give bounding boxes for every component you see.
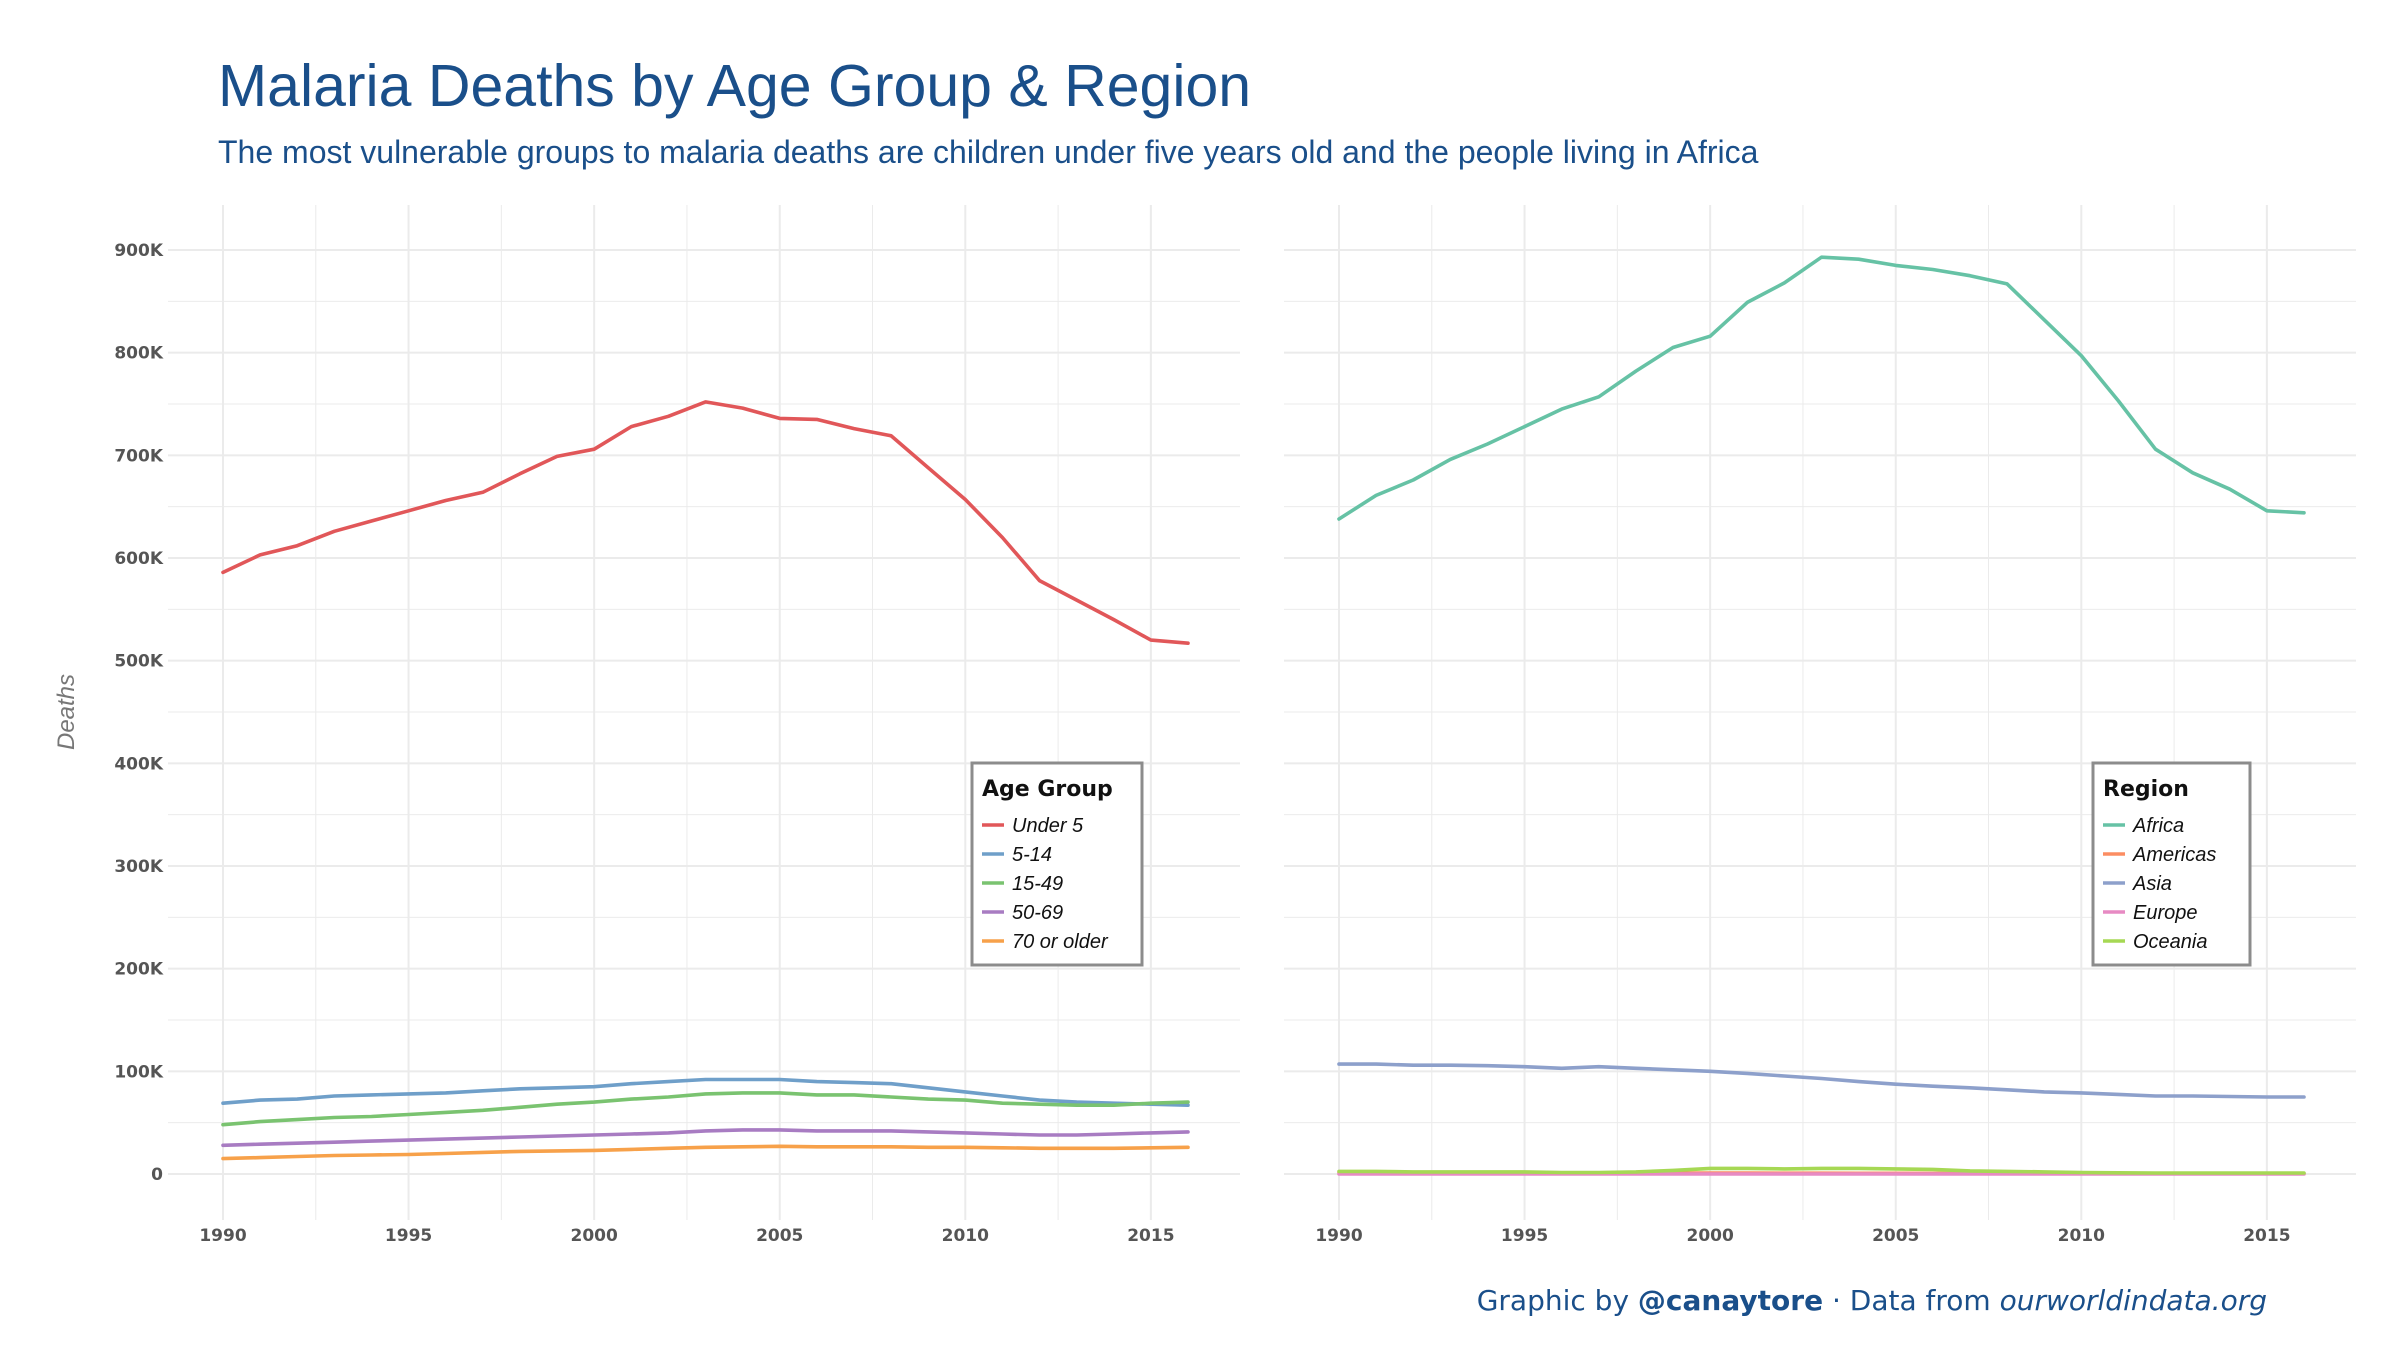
x-tick-label: 2005 — [756, 1226, 803, 1246]
caption-prefix: Graphic by — [1476, 1284, 1638, 1317]
series-line-africa — [1337, 255, 2306, 521]
series-line-under-5 — [221, 400, 1190, 646]
y-tick-label: 0 — [151, 1165, 163, 1185]
legend-label: Asia — [2132, 873, 2172, 895]
legend-label: Under 5 — [1012, 815, 1084, 837]
series-line-asia — [1337, 1062, 2306, 1099]
legend: Region Africa Americas Asia Europe Oceania — [2091, 761, 2252, 967]
y-axis-label: Deaths — [53, 674, 80, 750]
legend-label: 5-14 — [1012, 844, 1052, 866]
panel-region: 1990 1995 2000 2005 2010 2015 Region Africa Amer… — [1284, 205, 2356, 1246]
series-line-70-or-older — [221, 1144, 1190, 1161]
legend: Age Group Under 5 5-14 15-49 50-69 70 or olde… — [970, 761, 1144, 967]
x-tick-label: 2000 — [1686, 1226, 1733, 1246]
legend-box — [970, 761, 1144, 967]
x-tick-label: 1990 — [1315, 1226, 1362, 1246]
legend-title: Age Group — [982, 777, 1113, 802]
series-line-5-14 — [221, 1077, 1190, 1107]
y-tick-label: 400K — [114, 754, 163, 774]
series-line-50-69 — [221, 1128, 1190, 1148]
y-tick-label: 500K — [114, 652, 163, 672]
legend-label: 50-69 — [1012, 902, 1063, 924]
caption-handle: @canaytore — [1637, 1284, 1824, 1317]
x-tick-label: 2000 — [570, 1226, 617, 1246]
y-tick-label: 800K — [114, 344, 163, 364]
legend-title: Region — [2103, 777, 2189, 802]
legend-label: 15-49 — [1012, 873, 1063, 895]
x-tick-label: 2015 — [2243, 1226, 2290, 1246]
y-tick-label: 200K — [114, 960, 163, 980]
chart-title: Malaria Deaths by Age Group & Region — [218, 53, 1252, 119]
y-tick-label: 700K — [114, 446, 163, 466]
caption-middle: · Data from — [1823, 1284, 2000, 1317]
legend-box — [2091, 761, 2252, 967]
series-line-oceania — [1337, 1166, 2306, 1175]
x-tick-label: 2010 — [2058, 1226, 2105, 1246]
x-tick-label: 1990 — [199, 1226, 246, 1246]
legend-label: Africa — [2132, 815, 2184, 837]
y-tick-label: 100K — [114, 1062, 163, 1082]
caption: Graphic by @canaytore · Data from ourwor… — [1477, 1284, 2267, 1317]
x-tick-label: 2015 — [1127, 1226, 1174, 1246]
series-line-15-49 — [221, 1091, 1190, 1127]
legend-label: Americas — [2132, 844, 2216, 866]
caption-source: ourworldindata.org — [1999, 1284, 2267, 1317]
x-tick-label: 1995 — [1501, 1226, 1548, 1246]
y-tick-label: 300K — [114, 857, 163, 877]
x-tick-label: 1995 — [385, 1226, 432, 1246]
panel-age-group: 1990 1995 2000 2005 2010 2015 0 100K 200K 300K 400… — [53, 205, 1240, 1246]
legend-label: Europe — [2133, 902, 2198, 924]
y-tick-label: 600K — [114, 549, 163, 569]
legend-label: 70 or older — [1012, 931, 1109, 953]
x-tick-label: 2005 — [1872, 1226, 1919, 1246]
legend-label: Oceania — [2133, 931, 2208, 953]
y-tick-label: 900K — [114, 241, 163, 261]
chart-subtitle: The most vulnerable groups to malaria de… — [218, 134, 1759, 170]
x-tick-label: 2010 — [942, 1226, 989, 1246]
